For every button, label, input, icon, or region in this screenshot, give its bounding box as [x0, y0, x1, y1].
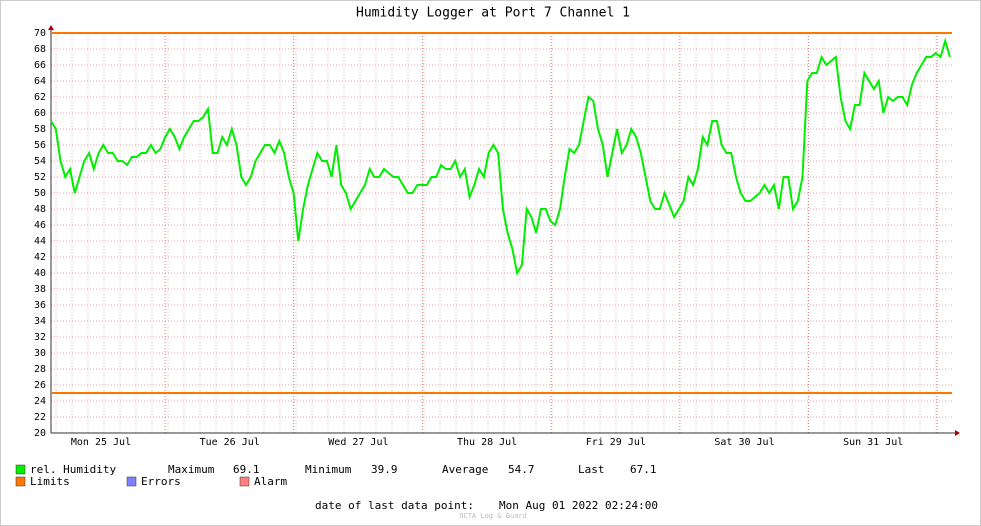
y-tick-label: 20	[34, 428, 46, 439]
legend-swatch	[15, 464, 26, 475]
y-tick-label: 64	[34, 76, 46, 87]
axis-arrow	[955, 430, 960, 436]
y-tick-label: 42	[34, 252, 46, 263]
y-tick-label: 24	[34, 396, 46, 407]
y-tick-label: 70	[34, 28, 46, 39]
x-tick-label: Thu 28 Jul	[457, 437, 517, 448]
legend-swatch	[15, 476, 26, 487]
legend-label: rel. Humidity	[30, 463, 116, 476]
legend-swatch	[239, 476, 250, 487]
stat-value: 54.7	[508, 463, 535, 476]
legend-label: Errors	[141, 475, 181, 488]
y-tick-label: 28	[34, 364, 46, 375]
y-tick-label: 40	[34, 268, 46, 279]
y-tick-label: 60	[34, 108, 46, 119]
footer-label: date of last data point:	[315, 499, 474, 512]
axis-arrow	[48, 25, 54, 30]
x-tick-label: Sat 30 Jul	[714, 437, 774, 448]
y-tick-label: 26	[34, 380, 46, 391]
legend-label: Limits	[30, 475, 70, 488]
y-tick-label: 44	[34, 236, 46, 247]
y-tick-label: 38	[34, 284, 46, 295]
stat-value: 39.9	[371, 463, 398, 476]
y-tick-label: 48	[34, 204, 46, 215]
stat-label: Maximum	[168, 463, 215, 476]
y-tick-label: 62	[34, 92, 46, 103]
y-tick-label: 46	[34, 220, 46, 231]
x-tick-label: Fri 29 Jul	[586, 437, 646, 448]
y-tick-label: 30	[34, 348, 46, 359]
plot-area	[51, 33, 952, 433]
x-tick-label: Tue 26 Jul	[200, 437, 260, 448]
y-tick-label: 54	[34, 156, 46, 167]
x-tick-label: Sun 31 Jul	[843, 437, 903, 448]
footer-value: Mon Aug 01 2022 02:24:00	[499, 499, 658, 512]
y-tick-label: 56	[34, 140, 46, 151]
y-tick-label: 66	[34, 60, 46, 71]
legend-swatch	[126, 476, 137, 487]
y-tick-label: 22	[34, 412, 46, 423]
stat-value: 69.1	[233, 463, 260, 476]
chart-title: Humidity Logger at Port 7 Channel 1	[356, 6, 630, 21]
y-tick-label: 34	[34, 316, 46, 327]
stat-value: 67.1	[630, 463, 657, 476]
x-tick-label: Wed 27 Jul	[328, 437, 388, 448]
y-tick-label: 68	[34, 44, 46, 55]
y-tick-label: 36	[34, 300, 46, 311]
stat-label: Average	[442, 463, 488, 476]
legend-label: Alarm	[254, 475, 287, 488]
x-tick-label: Mon 25 Jul	[71, 437, 131, 448]
stat-label: Last	[578, 463, 605, 476]
y-tick-label: 50	[34, 188, 46, 199]
y-tick-label: 58	[34, 124, 46, 135]
y-tick-label: 52	[34, 172, 46, 183]
data-line	[50, 37, 951, 276]
stat-label: Minimum	[305, 463, 352, 476]
y-tick-label: 32	[34, 332, 46, 343]
watermark: OCTA Log & Guard	[459, 512, 526, 520]
